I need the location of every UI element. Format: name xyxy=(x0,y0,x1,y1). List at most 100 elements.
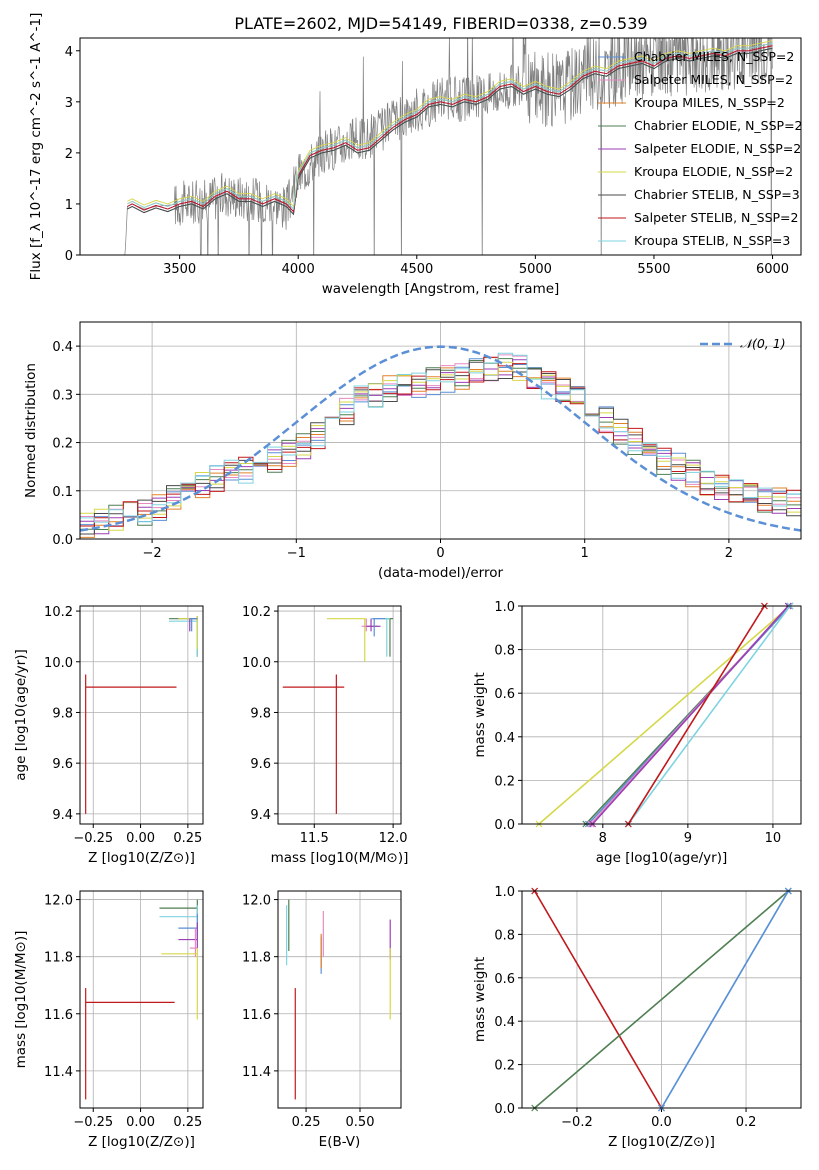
x-tick-label: 10 xyxy=(765,831,782,846)
y-tick-label: 1.0 xyxy=(494,885,515,900)
error-bar xyxy=(85,988,175,1100)
frame-age_vs_mass xyxy=(277,605,402,825)
x-tick-label: 11.5 xyxy=(300,831,329,846)
error-bar xyxy=(372,618,386,637)
frame-age_vs_Z xyxy=(79,605,204,825)
x-tick-label: 4000 xyxy=(282,262,315,277)
error-bar xyxy=(161,948,198,1020)
y-tick-label: 11.4 xyxy=(44,1065,73,1080)
x-tick-label: 8 xyxy=(599,831,607,846)
x-axis-label: (data-model)/error xyxy=(378,565,504,581)
y-tick-label: 0.8 xyxy=(494,928,515,943)
legend-label: Salpeter STELIB, N_SSP=2 xyxy=(634,210,798,225)
y-axis-label: mass weight xyxy=(472,957,488,1042)
y-axis-label: age [log10(age/yr)] xyxy=(13,649,29,781)
residual-histogram xyxy=(80,361,801,535)
y-axis-label: mass weight xyxy=(472,672,488,757)
legend-label: Chabrier MILES, N_SSP=2 xyxy=(634,49,794,64)
y-tick-label: 4 xyxy=(65,45,73,60)
x-tick-label: 0.2 xyxy=(736,1115,757,1130)
x-tick-label: 0.00 xyxy=(126,1115,155,1130)
frame-mass_weight_vs_Z xyxy=(521,890,802,1109)
y-tick-label: 9.6 xyxy=(250,757,271,772)
y-tick-label: 0.6 xyxy=(494,687,515,702)
x-tick-label: −2 xyxy=(143,546,162,561)
mass-weight-line xyxy=(535,602,794,828)
y-tick-label: 9.8 xyxy=(250,706,271,721)
x-tick-label: −0.2 xyxy=(561,1115,593,1130)
model-spectrum xyxy=(127,42,773,210)
y-tick-label: 12.0 xyxy=(44,894,73,909)
y-tick-label: 0.6 xyxy=(494,972,515,987)
y-tick-label: 11.4 xyxy=(242,1065,271,1080)
model-spectrum xyxy=(127,45,773,213)
x-tick-label: 0.00 xyxy=(126,831,155,846)
y-tick-label: 9.4 xyxy=(250,808,271,823)
frame-mass_weight_vs_age xyxy=(521,605,802,825)
legend-label: Kroupa MILES, N_SSP=2 xyxy=(634,95,785,110)
x-tick-label: 2 xyxy=(725,546,733,561)
y-tick-label: 10.0 xyxy=(242,656,271,671)
residual-histogram xyxy=(80,356,801,527)
residual-histogram xyxy=(80,352,801,523)
y-tick-label: 0.1 xyxy=(52,485,73,500)
x-tick-label: −0.25 xyxy=(73,1115,113,1130)
y-axis-label: mass [log10(M/M⊙)] xyxy=(13,931,29,1069)
error-bar xyxy=(282,674,345,814)
x-axis-label: wavelength [Angstrom, rest frame] xyxy=(322,281,560,297)
y-tick-label: 0.2 xyxy=(52,437,73,452)
y-tick-label: 2 xyxy=(65,147,73,162)
y-tick-label: 11.6 xyxy=(44,1008,73,1023)
cumulative-line xyxy=(534,890,789,1109)
normal-reference-curve xyxy=(80,345,801,532)
x-axis-label: Z [log10(Z/Z⊙)] xyxy=(88,850,195,866)
residual-histogram xyxy=(80,358,801,530)
cumulative-line xyxy=(627,605,791,825)
y-tick-label: 0.4 xyxy=(494,731,515,746)
error-bar xyxy=(178,922,198,949)
mass-weight-line xyxy=(658,887,792,1112)
cumulative-line xyxy=(627,605,766,825)
legend-label: Chabrier ELODIE, N_SSP=2 xyxy=(634,118,803,133)
axes-mass_vs_ebv: 0.25 0.50 11.4 11.6 11.8 12.0 xyxy=(242,891,401,1130)
x-tick-label: 6000 xyxy=(756,262,789,277)
y-tick-label: 1 xyxy=(65,198,73,213)
legend-label: Chabrier STELIB, N_SSP=3 xyxy=(634,187,800,202)
mass-weight-line xyxy=(624,602,794,828)
axes-mass_weight_vs_Z: −0.2 0.0 0.2 0.0 0.2 0.4 0.6 0.8 1.0 xyxy=(494,885,801,1130)
axes-age_vs_Z: −0.25 0.00 0.25 9.4 9.6 9.8 10.0 10.2 xyxy=(44,605,203,846)
spectrum-legend: Chabrier MILES, N_SSP=2 Salpeter MILES, N… xyxy=(598,49,803,248)
legend-label: Kroupa STELIB, N_SSP=3 xyxy=(634,233,790,248)
axes-age_vs_mass: 11.5 12.0 9.4 9.6 9.8 10.0 10.2 xyxy=(242,605,408,846)
y-tick-label: 10.2 xyxy=(44,605,73,620)
x-axis-label: Z [log10(Z/Z⊙)] xyxy=(88,1134,195,1150)
error-bar xyxy=(168,616,198,657)
figure-title: PLATE=2602, MJD=54149, FIBERID=0338, z=0… xyxy=(234,14,647,33)
y-tick-label: 0.2 xyxy=(494,1059,515,1074)
x-tick-label: −1 xyxy=(287,546,306,561)
x-tick-label: 0.25 xyxy=(173,831,202,846)
x-axis-label: age [log10(age/yr)] xyxy=(596,850,728,866)
model-spectrum xyxy=(127,47,773,216)
error-bar xyxy=(189,618,198,632)
residual-plot-area xyxy=(80,345,801,538)
x-axis-label: E(B-V) xyxy=(319,1134,361,1150)
y-tick-label: 0.8 xyxy=(494,644,515,659)
x-tick-label: 9 xyxy=(684,831,692,846)
x-tick-label: 3500 xyxy=(163,262,196,277)
model-spectrum xyxy=(127,40,773,208)
panels: 3500 4000 4500 5000 5500 6000 0 1 2 3 4 wavelength … xyxy=(13,13,803,1150)
y-tick-label: 9.4 xyxy=(52,808,73,823)
x-tick-label: 0.50 xyxy=(346,1115,375,1130)
error-bar xyxy=(366,618,381,632)
x-axis-label: Z [log10(Z/Z⊙)] xyxy=(608,1134,715,1150)
y-tick-label: 9.8 xyxy=(52,706,73,721)
cumulative-line xyxy=(592,605,789,825)
y-tick-label: 9.6 xyxy=(52,757,73,772)
error-bar xyxy=(159,905,198,940)
y-tick-label: 0.0 xyxy=(494,818,515,833)
error-bar xyxy=(326,618,367,662)
cumulative-line xyxy=(538,605,791,825)
legend-label: Salpeter MILES, N_SSP=2 xyxy=(634,72,793,87)
